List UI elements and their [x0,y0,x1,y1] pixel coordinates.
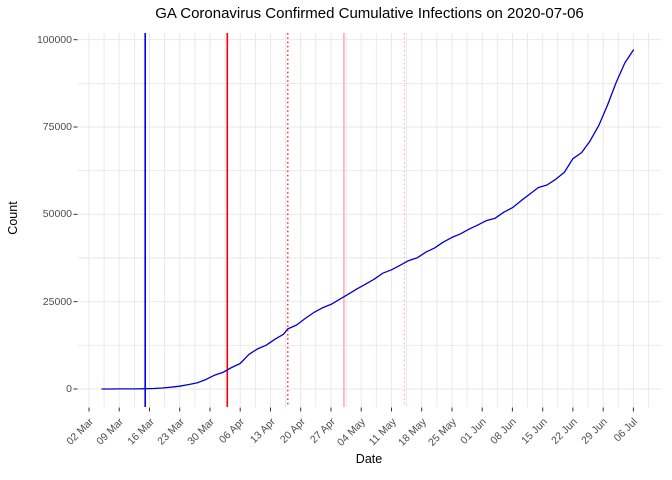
y-tick-label: 0 [66,383,72,395]
y-tick-label: 50000 [42,208,72,221]
series-line [101,49,635,390]
chart-title: GA Coronavirus Confirmed Cumulative Infe… [155,5,584,22]
x-axis-title: Date [355,452,383,466]
y-tick-label: 100000 [36,33,72,46]
y-tick-label: 75000 [42,121,72,133]
y-tick-label: 25000 [42,295,72,308]
